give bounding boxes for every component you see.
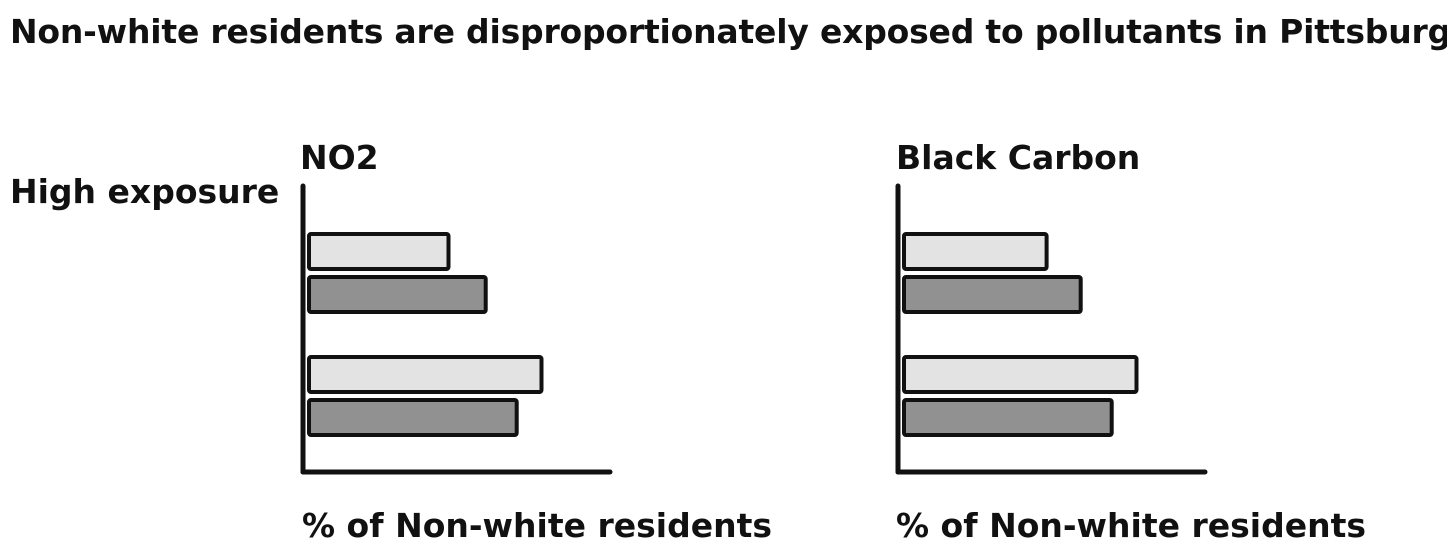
bar-black-carbon-group1-light	[902, 232, 1049, 271]
panel-title-no2: NO2	[300, 138, 379, 177]
bar-black-carbon-group1-dark	[902, 275, 1083, 314]
row-label-high-exposure: High exposure	[10, 172, 280, 211]
panel-title-black-carbon: Black Carbon	[896, 138, 1141, 177]
bar-black-carbon-group2-dark	[902, 398, 1114, 437]
x-axis-label-no2: % of Non-white residents	[302, 506, 773, 545]
panel-no2	[300, 183, 613, 475]
bar-no2-group1-light	[307, 232, 451, 271]
panel-black-carbon	[895, 183, 1208, 475]
bar-no2-group2-dark	[307, 398, 519, 437]
bar-no2-group2-light	[307, 355, 544, 394]
bar-no2-group1-dark	[307, 275, 488, 314]
x-axis-label-black-carbon: % of Non-white residents	[896, 506, 1367, 545]
chart-title: Non-white residents are disproportionate…	[10, 12, 1447, 51]
bar-black-carbon-group2-light	[902, 355, 1139, 394]
